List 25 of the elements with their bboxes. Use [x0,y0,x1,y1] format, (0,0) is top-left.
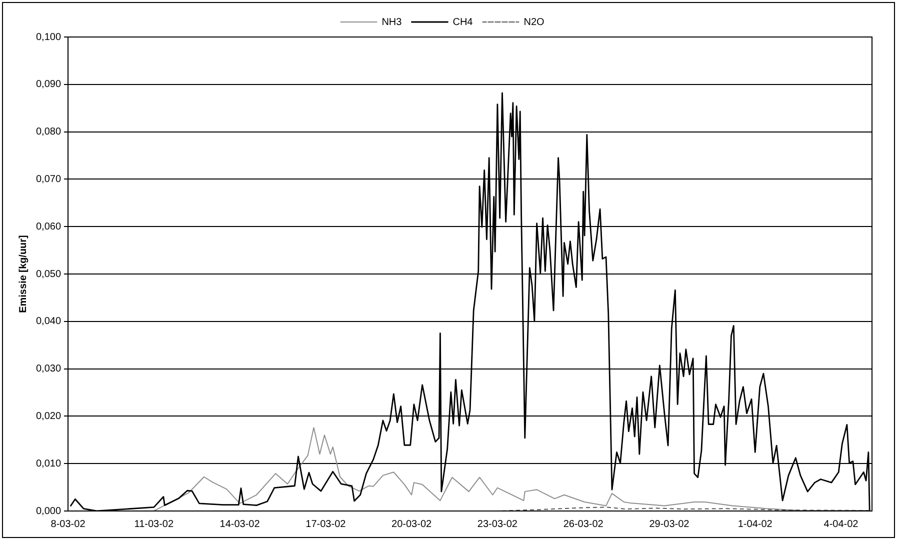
legend-label: NH3 [382,16,402,28]
legend-label: N2O [524,16,545,28]
y-tick-label: 0,080 [36,126,62,138]
y-tick-label: 0,000 [36,506,62,517]
x-tick-label: 17-03-02 [306,518,346,530]
y-tick-label: 0,100 [36,32,62,43]
x-tick-label: 29-03-02 [649,518,690,530]
y-tick-label: 0,070 [36,174,62,185]
y-tick-label: 0,010 [36,458,62,470]
legend-label: CH4 [452,16,474,28]
y-tick-label: 0,040 [36,316,62,328]
x-tick-label: 14-03-02 [220,518,260,530]
x-tick-label: 1-04-02 [738,518,773,530]
x-tick-label: 20-03-02 [392,518,432,530]
y-tick-label: 0,030 [36,364,62,375]
y-tick-label: 0,050 [36,268,62,280]
x-tick-label: 23-03-02 [477,518,518,530]
y-axis-title: Emissie [kg/uur] [18,235,29,313]
x-tick-label: 11-03-02 [134,518,174,530]
x-tick-label: 26-03-02 [563,518,604,530]
x-tick-label: 8-03-02 [50,518,86,530]
y-tick-label: 0,060 [36,221,62,232]
y-tick-label: 0,090 [36,79,62,90]
y-tick-label: 0,020 [36,410,62,422]
x-tick-label: 4-04-02 [824,518,859,530]
